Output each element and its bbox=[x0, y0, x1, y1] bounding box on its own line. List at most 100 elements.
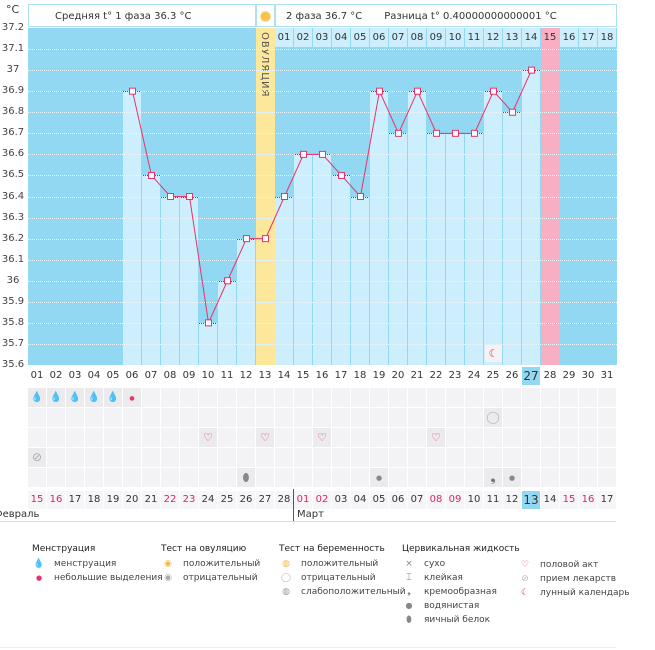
calendar-date[interactable]: 15 bbox=[560, 491, 578, 509]
marker-cell[interactable] bbox=[370, 388, 388, 407]
day-number[interactable]: 20 bbox=[391, 370, 405, 381]
marker-cell[interactable] bbox=[199, 408, 217, 427]
marker-cell[interactable] bbox=[161, 448, 179, 467]
marker-cell[interactable] bbox=[484, 388, 502, 407]
marker-cell[interactable] bbox=[503, 388, 521, 407]
marker-cell[interactable] bbox=[427, 388, 445, 407]
marker-cell[interactable] bbox=[522, 448, 540, 467]
marker-cell[interactable] bbox=[28, 428, 46, 447]
temperature-point[interactable] bbox=[281, 193, 288, 200]
marker-cell[interactable] bbox=[560, 408, 578, 427]
marker-cell[interactable] bbox=[123, 448, 141, 467]
calendar-date[interactable]: 25 bbox=[218, 491, 236, 509]
marker-cell[interactable] bbox=[161, 468, 179, 487]
day-number[interactable]: 10 bbox=[201, 370, 215, 381]
marker-cell[interactable]: ● bbox=[370, 468, 388, 487]
marker-cell[interactable] bbox=[161, 408, 179, 427]
marker-cell[interactable] bbox=[465, 448, 483, 467]
marker-cell[interactable] bbox=[161, 388, 179, 407]
marker-cell[interactable] bbox=[408, 428, 426, 447]
day-number[interactable]: 17 bbox=[334, 370, 348, 381]
marker-cell[interactable] bbox=[66, 428, 84, 447]
marker-cell[interactable] bbox=[85, 408, 103, 427]
calendar-date[interactable]: 18 bbox=[85, 491, 103, 509]
marker-cell[interactable] bbox=[408, 448, 426, 467]
marker-cell[interactable] bbox=[446, 448, 464, 467]
day-number[interactable]: 09 bbox=[182, 370, 196, 381]
marker-cell[interactable] bbox=[313, 448, 331, 467]
marker-cell[interactable] bbox=[389, 388, 407, 407]
day-number[interactable]: 21 bbox=[410, 370, 424, 381]
marker-cell[interactable] bbox=[180, 448, 198, 467]
marker-cell[interactable] bbox=[541, 388, 559, 407]
marker-cell[interactable]: 💧 bbox=[85, 388, 103, 407]
day-number[interactable]: 14 bbox=[277, 370, 291, 381]
marker-cell[interactable] bbox=[503, 408, 521, 427]
marker-cell[interactable] bbox=[142, 408, 160, 427]
day-number[interactable]: 08 bbox=[163, 370, 177, 381]
marker-cell[interactable] bbox=[47, 448, 65, 467]
marker-cell[interactable] bbox=[275, 448, 293, 467]
marker-cell[interactable] bbox=[503, 428, 521, 447]
marker-cell[interactable] bbox=[104, 408, 122, 427]
marker-cell[interactable] bbox=[123, 428, 141, 447]
marker-cell[interactable] bbox=[28, 408, 46, 427]
marker-cell[interactable] bbox=[294, 408, 312, 427]
day-number[interactable]: 12 bbox=[239, 370, 253, 381]
calendar-date[interactable]: 01 bbox=[294, 491, 312, 509]
marker-cell[interactable] bbox=[598, 448, 616, 467]
marker-cell[interactable] bbox=[275, 428, 293, 447]
marker-cell[interactable]: ❟ bbox=[484, 468, 502, 487]
marker-cell[interactable] bbox=[199, 388, 217, 407]
marker-cell[interactable]: 💧 bbox=[104, 388, 122, 407]
marker-cell[interactable] bbox=[142, 388, 160, 407]
day-number[interactable]: 18 bbox=[353, 370, 367, 381]
temperature-point[interactable] bbox=[205, 319, 212, 327]
marker-cell[interactable] bbox=[275, 388, 293, 407]
calendar-date[interactable]: 22 bbox=[161, 491, 179, 509]
marker-cell[interactable] bbox=[541, 428, 559, 447]
marker-cell[interactable] bbox=[484, 428, 502, 447]
temperature-point[interactable] bbox=[148, 171, 155, 179]
day-number[interactable]: 30 bbox=[581, 370, 595, 381]
marker-cell[interactable] bbox=[218, 448, 236, 467]
marker-cell[interactable] bbox=[161, 428, 179, 447]
day-number[interactable]: 07 bbox=[144, 370, 158, 381]
marker-cell[interactable] bbox=[237, 428, 255, 447]
marker-cell[interactable] bbox=[142, 448, 160, 467]
day-number[interactable]: 22 bbox=[429, 370, 443, 381]
calendar-date[interactable]: 19 bbox=[104, 491, 122, 509]
marker-cell[interactable] bbox=[237, 448, 255, 467]
calendar-date[interactable]: 16 bbox=[579, 491, 597, 509]
marker-cell[interactable] bbox=[313, 468, 331, 487]
marker-cell[interactable] bbox=[104, 448, 122, 467]
marker-cell[interactable]: ♡ bbox=[313, 428, 331, 447]
marker-cell[interactable] bbox=[123, 468, 141, 487]
marker-cell[interactable]: 💧 bbox=[66, 388, 84, 407]
marker-cell[interactable] bbox=[598, 468, 616, 487]
marker-cell[interactable] bbox=[351, 428, 369, 447]
marker-cell[interactable]: 💧 bbox=[47, 388, 65, 407]
temperature-point[interactable] bbox=[376, 87, 383, 95]
marker-cell[interactable] bbox=[199, 448, 217, 467]
calendar-date[interactable]: 06 bbox=[389, 491, 407, 509]
marker-cell[interactable] bbox=[332, 468, 350, 487]
calendar-date[interactable]: 21 bbox=[142, 491, 160, 509]
marker-cell[interactable] bbox=[389, 408, 407, 427]
calendar-date[interactable]: 04 bbox=[351, 491, 369, 509]
calendar-date[interactable]: 23 bbox=[180, 491, 198, 509]
marker-cell[interactable]: ⬮ bbox=[237, 468, 255, 487]
calendar-date[interactable]: 11 bbox=[484, 491, 502, 509]
day-number[interactable]: 31 bbox=[600, 370, 614, 381]
marker-cell[interactable] bbox=[465, 408, 483, 427]
marker-cell[interactable] bbox=[180, 408, 198, 427]
marker-cell[interactable] bbox=[47, 428, 65, 447]
day-number[interactable]: 25 bbox=[486, 370, 500, 381]
day-number[interactable]: 19 bbox=[372, 370, 386, 381]
calendar-date[interactable]: 12 bbox=[503, 491, 521, 509]
calendar-date[interactable]: 03 bbox=[332, 491, 350, 509]
marker-cell[interactable] bbox=[85, 448, 103, 467]
calendar-date[interactable]: 10 bbox=[465, 491, 483, 509]
temperature-point[interactable] bbox=[319, 150, 326, 158]
marker-cell[interactable] bbox=[256, 388, 274, 407]
